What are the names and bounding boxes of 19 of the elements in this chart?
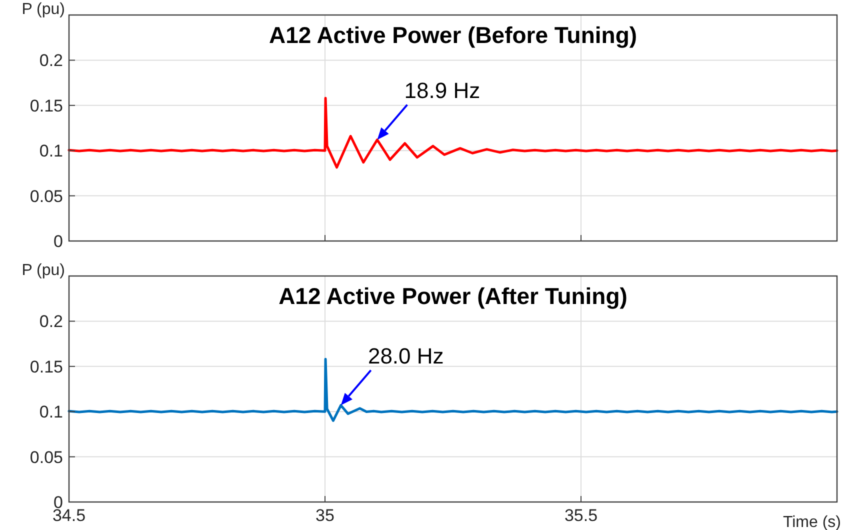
y-tick-label: 0 bbox=[54, 232, 63, 251]
x-tick-label: 35.5 bbox=[564, 506, 598, 525]
y-axis-title: P (pu) bbox=[22, 1, 65, 18]
annotation: 28.0 Hz bbox=[368, 343, 444, 368]
y-tick-label: 0.1 bbox=[39, 142, 63, 161]
y-tick-label: 0.2 bbox=[39, 51, 63, 70]
line-series bbox=[68, 96, 838, 169]
y-tick-label: 0.05 bbox=[30, 448, 63, 467]
y-axis-title: P (pu) bbox=[22, 262, 65, 279]
chart-title: A12 Active Power (After Tuning) bbox=[278, 283, 628, 309]
y-tick-label: 0.05 bbox=[30, 186, 63, 206]
chart-title: A12 Active Power (Before Tuning) bbox=[268, 22, 638, 48]
x-tick-label: 35 bbox=[316, 506, 334, 525]
y-tick-label: 0.15 bbox=[30, 357, 63, 376]
annotation: 18.9 Hz bbox=[404, 78, 480, 103]
y-tick-label: 0.1 bbox=[39, 402, 63, 422]
x-axis-title: Time (s) bbox=[782, 514, 841, 530]
y-tick-label: 0.15 bbox=[30, 96, 63, 116]
y-tick-label: 0.2 bbox=[39, 312, 63, 332]
